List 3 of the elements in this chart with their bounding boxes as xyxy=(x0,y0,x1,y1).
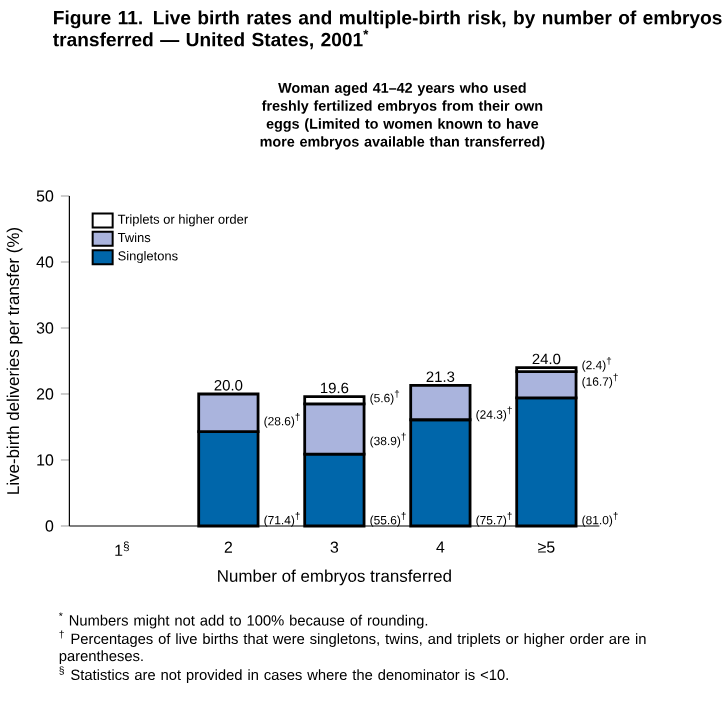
chart-title: Figure 11. Live birth rates and multiple-birth risk, by number of embryos transferred — United States, 2001$^{*}$ xyxy=(52,10,722,50)
y-axis-title: Live-birth deliveries per transfer (%) xyxy=(6,227,23,494)
x-axis-title: Number of embryos transferred xyxy=(217,569,451,586)
